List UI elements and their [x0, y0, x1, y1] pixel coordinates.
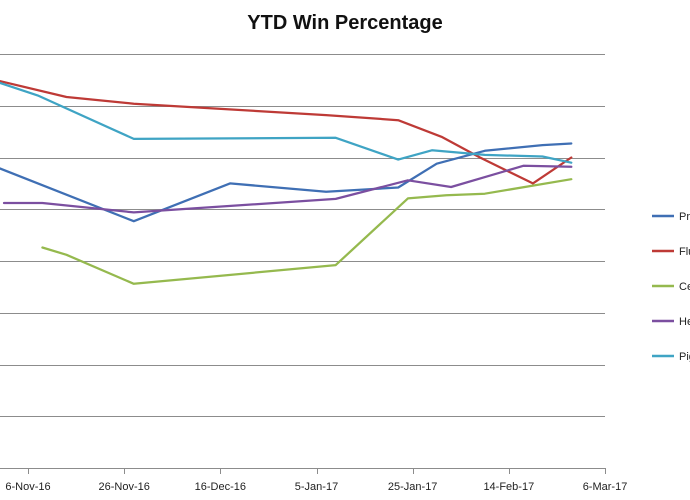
series-line-pig [0, 81, 573, 164]
legend-label: He [679, 316, 690, 328]
legend: Pr Flu Ce He Pig [652, 211, 690, 363]
gridlines [0, 54, 605, 417]
chart-title: YTD Win Percentage [247, 12, 442, 34]
x-tick-label: 25-Jan-17 [388, 481, 438, 493]
x-tick-label: 14-Feb-17 [483, 481, 534, 493]
series-line-flu [0, 79, 573, 185]
legend-label: Pr [679, 211, 690, 223]
x-tick-label: 16-Dec-16 [195, 481, 246, 493]
legend-label: Flu [679, 246, 690, 258]
x-tick-label: 6-Mar-17 [583, 481, 628, 493]
legend-label: Ce [679, 281, 690, 293]
x-tick-label: 26-Nov-16 [98, 481, 149, 493]
series-line-ce [41, 178, 573, 285]
legend-label: Pig [679, 351, 690, 363]
x-tick-label: 6-Nov-16 [5, 481, 50, 493]
series-line-pr [0, 142, 573, 223]
series-lines [0, 79, 573, 285]
x-axis: 6-Nov-16 26-Nov-16 16-Dec-16 5-Jan-17 25-Jan… [0, 468, 627, 493]
series-line-he [2, 164, 573, 214]
x-tick-label: 5-Jan-17 [295, 481, 338, 493]
